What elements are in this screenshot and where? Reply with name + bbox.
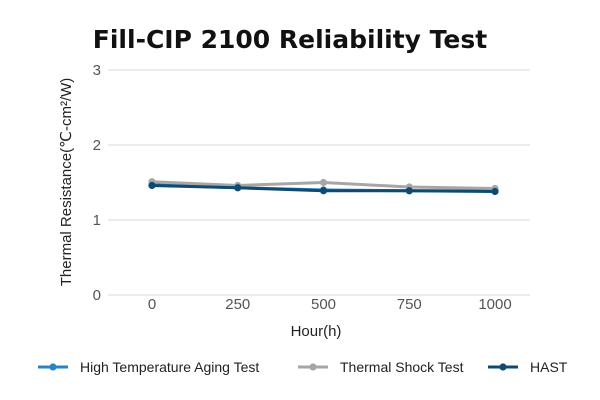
data-point xyxy=(319,187,328,195)
x-tick-label: 0 xyxy=(148,296,156,313)
legend-label: High Temperature Aging Test xyxy=(80,359,259,375)
y-tick-label: 3 xyxy=(93,62,101,79)
data-point xyxy=(234,184,242,192)
legend-item: Thermal Shock Test xyxy=(298,359,464,375)
legend-item: High Temperature Aging Test xyxy=(38,359,259,375)
y-axis-ticks: 0 1 2 3 xyxy=(93,62,101,304)
legend-label: Thermal Shock Test xyxy=(340,359,464,375)
y-tick-label: 0 xyxy=(93,287,101,304)
chart-title: Fill-CIP 2100 Reliability Test xyxy=(93,25,487,54)
y-tick-label: 1 xyxy=(93,212,101,229)
gridlines xyxy=(108,69,530,296)
x-tick-label: 500 xyxy=(311,296,336,313)
series-lines xyxy=(148,178,499,196)
data-point xyxy=(491,187,499,196)
legend-swatch-marker xyxy=(49,363,57,371)
data-point xyxy=(319,178,328,187)
x-tick-label: 250 xyxy=(225,296,250,313)
data-point xyxy=(405,187,413,195)
legend-label: HAST xyxy=(530,359,568,375)
y-tick-label: 2 xyxy=(93,137,101,154)
x-axis-ticks: 0 250 500 750 1000 xyxy=(148,296,512,313)
x-axis-label: Hour(h) xyxy=(291,323,342,340)
x-tick-label: 750 xyxy=(397,296,422,313)
x-tick-label: 1000 xyxy=(478,296,511,313)
data-point xyxy=(148,181,156,190)
y-axis-label: Thermal Resistance(℃-cm²/W) xyxy=(58,78,75,287)
series-hast xyxy=(148,181,499,196)
legend: High Temperature Aging Test Thermal Shock… xyxy=(38,359,568,375)
legend-swatch-marker xyxy=(499,363,507,371)
legend-swatch-marker xyxy=(309,363,317,371)
legend-item: HAST xyxy=(488,359,568,375)
